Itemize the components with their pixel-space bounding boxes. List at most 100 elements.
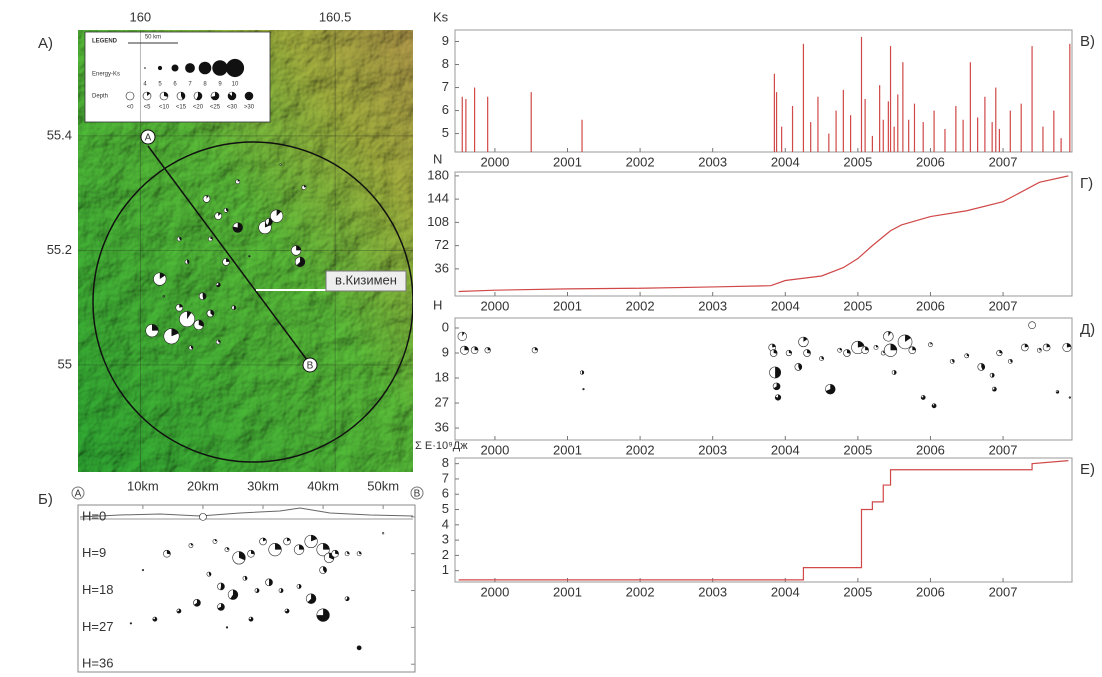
- y-tick-label: 4: [442, 516, 449, 531]
- bar: [1042, 127, 1043, 152]
- profile-label: B: [307, 361, 314, 372]
- bar: [888, 101, 889, 152]
- panel-label: Д): [1080, 321, 1095, 338]
- x-tick-label: 2000: [480, 442, 509, 457]
- x-tick-label: 2002: [626, 584, 655, 599]
- legend-symbol: [226, 59, 244, 77]
- legend-label: Depth: [92, 94, 108, 100]
- bar: [955, 106, 956, 152]
- x-tick-label: 2000: [480, 154, 509, 169]
- bar: [850, 115, 851, 152]
- x-tick-label: 2005: [843, 298, 872, 313]
- x-tick-label: 160.5: [319, 9, 352, 24]
- bar: [843, 90, 844, 152]
- y-tick-label: 7: [442, 470, 449, 485]
- y-tick-label: 5: [442, 125, 449, 140]
- bar: [835, 111, 836, 152]
- profile-label: A: [75, 489, 82, 500]
- legend-symbol: [158, 66, 162, 70]
- annotation: в.Кизимен: [335, 272, 397, 287]
- event: [199, 513, 206, 520]
- y-tick-label: 27: [435, 394, 449, 409]
- y-tick-label: 2: [442, 547, 449, 562]
- bar: [465, 99, 466, 152]
- bar: [1010, 111, 1011, 152]
- x-tick-label: 2007: [989, 584, 1018, 599]
- bar: [923, 122, 924, 152]
- y-tick-label: 144: [427, 191, 449, 206]
- x-tick-label: 2004: [771, 584, 800, 599]
- x-tick-label: 160: [129, 9, 151, 24]
- y-tick-label: 7: [442, 79, 449, 94]
- y-tick-label: 8: [442, 56, 449, 71]
- cross-section: [78, 505, 415, 672]
- plot-frame: [455, 458, 1072, 582]
- legend-title: LEGEND: [92, 39, 118, 45]
- legend-value: 10: [232, 82, 239, 88]
- bar: [1061, 138, 1062, 152]
- y-tick-label: 72: [435, 237, 449, 252]
- x-tick-label: 2007: [989, 154, 1018, 169]
- bar: [828, 134, 829, 152]
- legend-value: <5: [144, 105, 152, 111]
- bar: [992, 122, 993, 152]
- x-tick-label: 2002: [626, 154, 655, 169]
- bar: [977, 117, 978, 152]
- y-tick-label: 18: [435, 369, 449, 384]
- bar: [883, 120, 884, 152]
- y-tick-label: 6: [442, 102, 449, 117]
- y-axis-title: H: [433, 297, 442, 312]
- bar: [1031, 46, 1032, 152]
- bar: [879, 85, 880, 152]
- y-tick-label: H=9: [82, 545, 106, 560]
- panel-label: Е): [1080, 461, 1095, 478]
- y-tick-label: 0: [442, 319, 449, 334]
- bar: [581, 120, 582, 152]
- bar: [865, 99, 866, 152]
- bar: [817, 97, 818, 152]
- panel-label: В): [1080, 33, 1095, 50]
- legend-value: <30: [227, 105, 238, 111]
- legend-symbol: [212, 60, 227, 75]
- figure: 160160.55555.255.4А)ABв.КизименLEGEND50 …: [0, 0, 1102, 677]
- x-tick-label: 2002: [626, 442, 655, 457]
- bar: [890, 46, 891, 152]
- bar: [1053, 111, 1054, 152]
- panel-label: А): [38, 35, 53, 52]
- x-tick-label: 2003: [698, 154, 727, 169]
- plot-frame: [455, 30, 1072, 152]
- bar: [1021, 104, 1022, 152]
- bar: [774, 74, 775, 152]
- bar: [776, 92, 777, 152]
- legend-symbol: [185, 63, 195, 73]
- y-tick-label: 5: [442, 501, 449, 516]
- bar: [810, 122, 811, 152]
- legend-value: >30: [244, 105, 255, 111]
- y-tick-label: 36: [435, 260, 449, 275]
- legend-symbol: [172, 65, 179, 72]
- y-tick-label: H=36: [82, 656, 113, 671]
- legend-symbol: [245, 92, 253, 100]
- panel-label: Б): [38, 491, 53, 508]
- bar: [1069, 44, 1070, 152]
- x-tick-label: 2000: [480, 298, 509, 313]
- bar: [462, 97, 463, 152]
- x-tick-label: 2001: [553, 442, 582, 457]
- bar: [531, 92, 532, 152]
- bar: [984, 97, 985, 152]
- panel-label: Г): [1080, 175, 1093, 192]
- y-tick-label: 55: [58, 356, 72, 371]
- legend-value: <15: [176, 105, 187, 111]
- x-tick-label: 2005: [843, 154, 872, 169]
- y-tick-label: 55.4: [47, 127, 72, 142]
- legend-value: <10: [159, 105, 170, 111]
- bar: [902, 62, 903, 152]
- bar: [872, 136, 873, 152]
- bar: [963, 120, 964, 152]
- legend-label: Energy-Ks: [92, 72, 120, 78]
- x-tick-label: 2001: [553, 298, 582, 313]
- x-tick-label: 2004: [771, 442, 800, 457]
- bar: [803, 44, 804, 152]
- x-tick-label: 2007: [989, 442, 1018, 457]
- y-tick-label: 8: [442, 455, 449, 470]
